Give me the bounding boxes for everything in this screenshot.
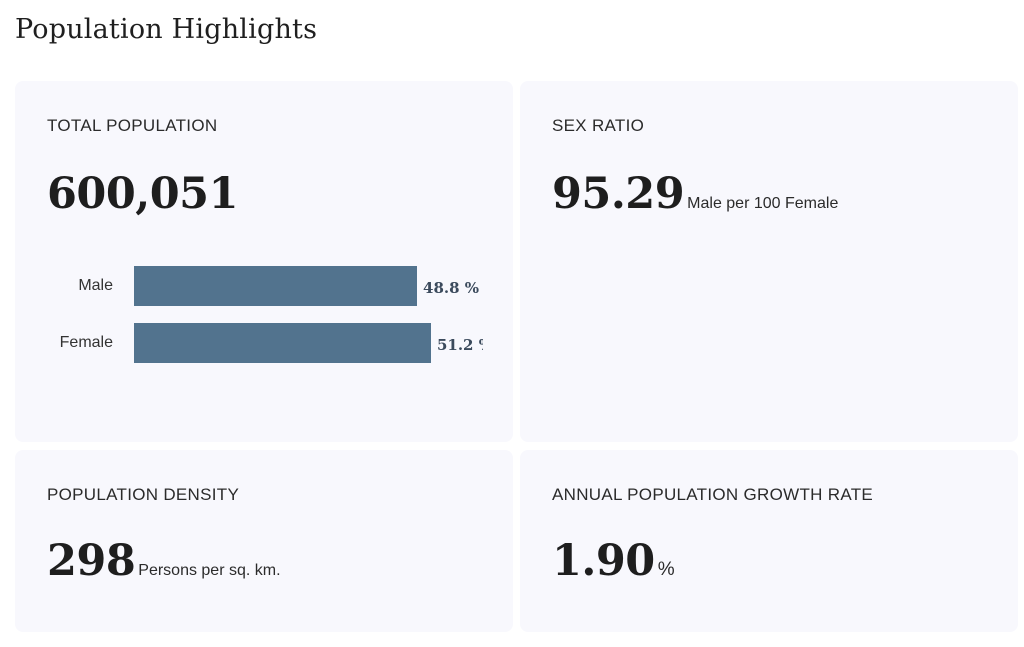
sex-ratio-card: SEX RATIO 95.29 Male per 100 Female bbox=[520, 81, 1018, 442]
sex-ratio-value: 95.29 bbox=[552, 169, 685, 219]
gender-bar-chart: Male 48.8 % Female 51.2 % bbox=[15, 261, 513, 371]
total-population-label: TOTAL POPULATION bbox=[47, 116, 218, 135]
sex-ratio-label: SEX RATIO bbox=[552, 116, 645, 135]
population-density-card: POPULATION DENSITY 298 Persons per sq. km… bbox=[15, 450, 513, 632]
growth-rate-metric: 1.90% bbox=[552, 536, 675, 586]
bar-female bbox=[134, 323, 431, 363]
sex-ratio-metric: 95.29 Male per 100 Female bbox=[552, 169, 838, 219]
population-density-label: POPULATION DENSITY bbox=[47, 485, 240, 504]
total-population-card: TOTAL POPULATION 600,051 Male 48.8 % Femal… bbox=[15, 81, 513, 442]
sex-ratio-unit: Male per 100 Female bbox=[687, 195, 839, 212]
total-population-metric: 600,051 bbox=[47, 169, 239, 219]
bar-label-female: Female bbox=[59, 334, 113, 351]
bar-label-male: Male bbox=[78, 277, 113, 294]
population-density-metric: 298 Persons per sq. km. bbox=[47, 536, 281, 586]
growth-rate-value: 1.90 bbox=[552, 536, 655, 586]
growth-rate-card: ANNUAL POPULATION GROWTH RATE 1.90% bbox=[520, 450, 1018, 632]
population-density-value: 298 bbox=[47, 536, 136, 586]
bar-value-male: 48.8 % bbox=[423, 279, 480, 297]
growth-rate-unit: % bbox=[657, 559, 675, 580]
bar-male bbox=[134, 266, 418, 306]
bar-value-female: 51.2 % bbox=[436, 336, 483, 354]
gender-bar-plot-area: Male 48.8 % Female 51.2 % bbox=[15, 261, 483, 371]
total-population-value: 600,051 bbox=[47, 169, 239, 219]
page-title: Population Highlights bbox=[15, 14, 318, 45]
growth-rate-label: ANNUAL POPULATION GROWTH RATE bbox=[552, 485, 874, 504]
population-density-unit: Persons per sq. km. bbox=[138, 562, 281, 579]
